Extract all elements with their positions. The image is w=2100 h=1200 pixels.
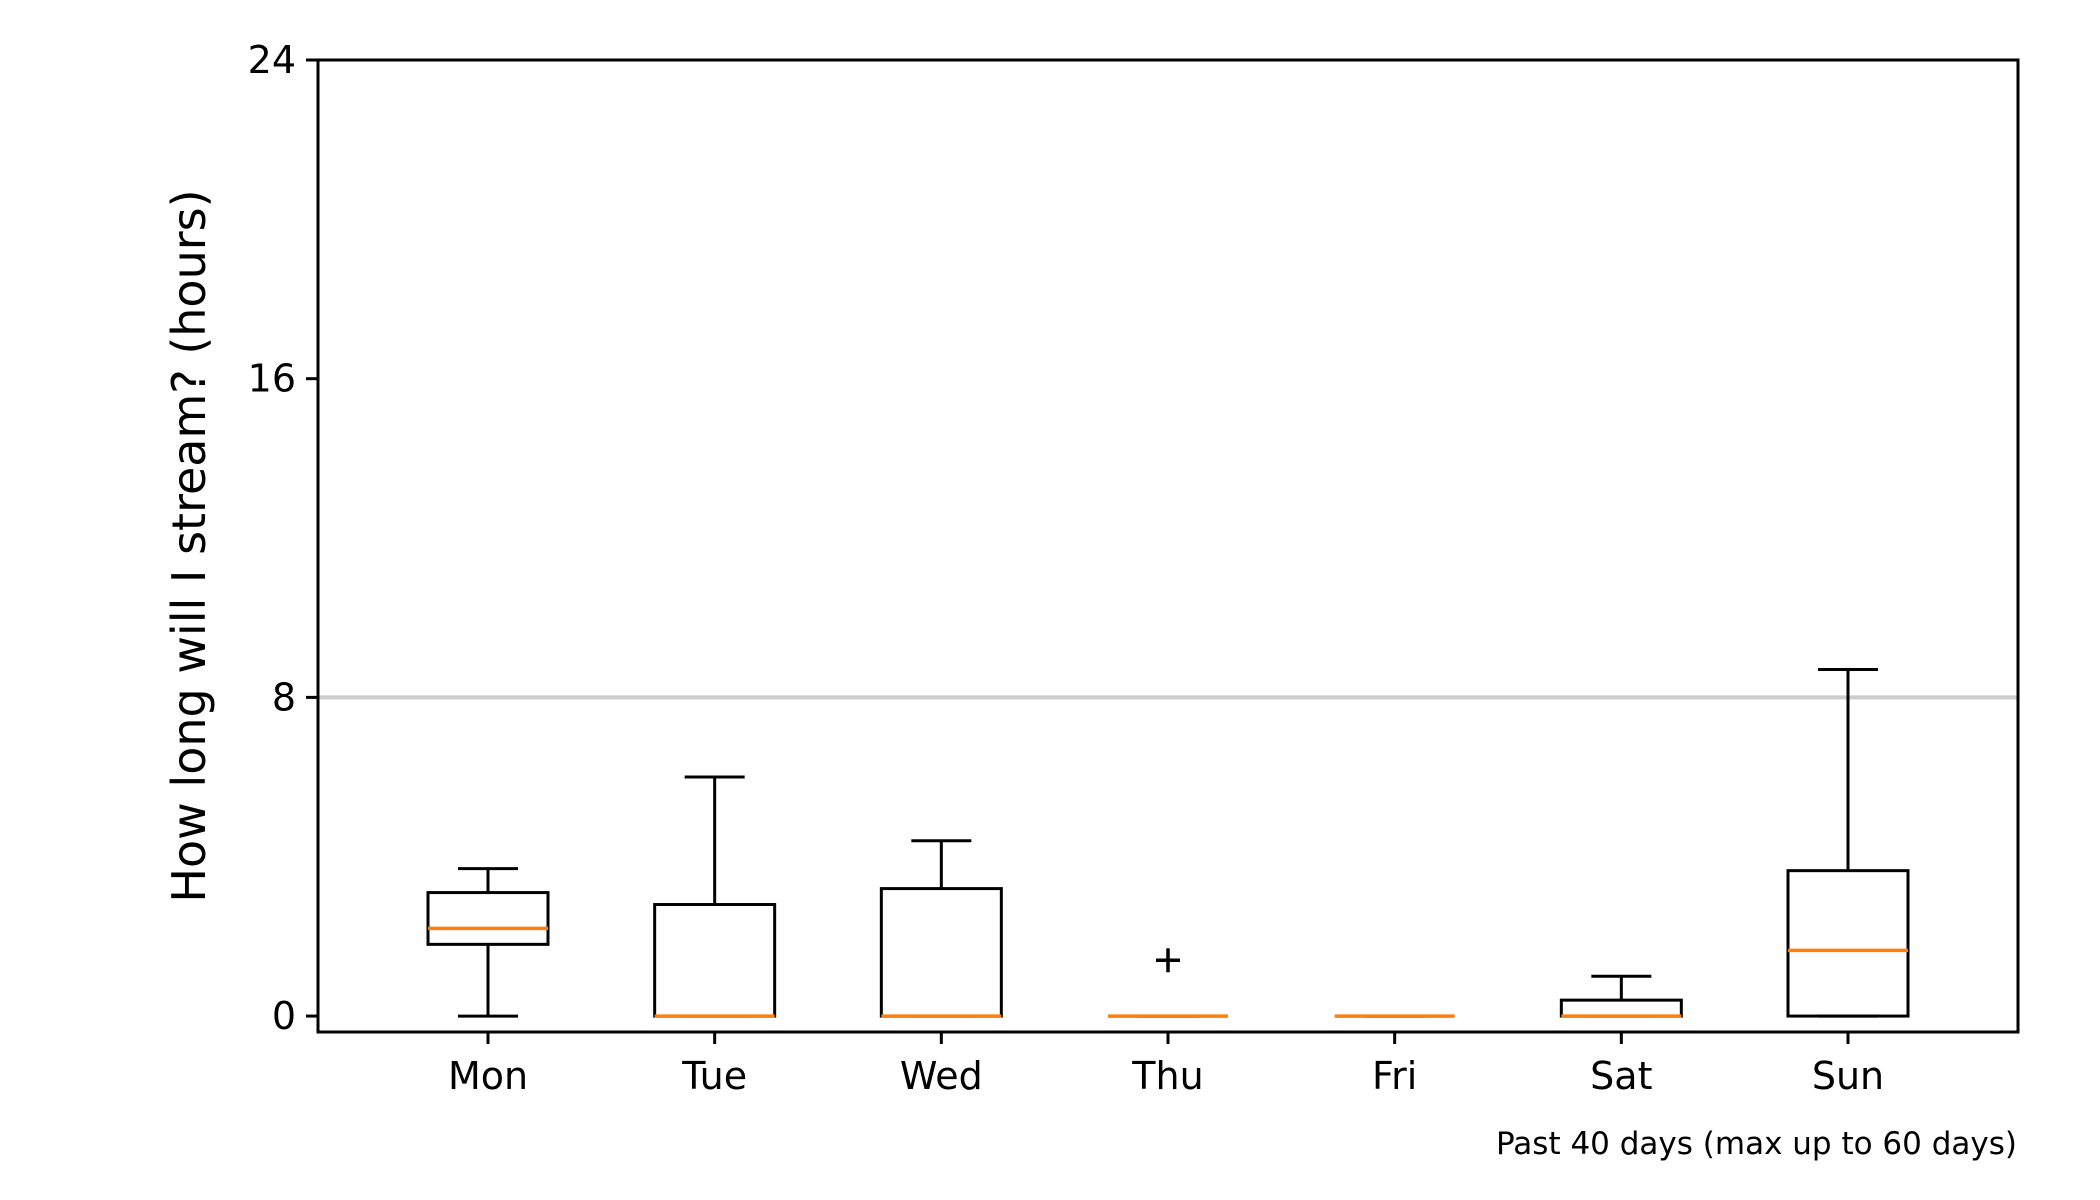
x-tick-label-mon: Mon <box>448 1054 528 1098</box>
boxes-layer <box>426 667 1910 1018</box>
x-tick-label-sat: Sat <box>1590 1054 1652 1098</box>
box-body-sat <box>1559 998 1683 1018</box>
plot-frame <box>316 58 2020 1034</box>
box-body-tue <box>653 903 777 1018</box>
box-body-wed <box>879 887 1003 1018</box>
box-mon <box>426 867 550 1018</box>
y-tick-label-24: 24 <box>248 38 296 82</box>
box-thu <box>1108 948 1228 1018</box>
x-tick-label-wed: Wed <box>900 1054 983 1098</box>
box-sat <box>1559 974 1683 1018</box>
box-body-sun <box>1786 869 1910 1018</box>
box-sun <box>1786 667 1910 1018</box>
y-tick-label-16: 16 <box>248 357 296 401</box>
y-axis-label: How long will I stream? (hours) <box>162 189 216 902</box>
x-tick-label-fri: Fri <box>1372 1054 1417 1098</box>
y-axis: 0 8 16 24 <box>248 38 318 1038</box>
outlier-thu-0 <box>1156 948 1180 973</box>
x-tick-label-tue: Tue <box>681 1054 747 1098</box>
y-tick-label-0: 0 <box>272 994 296 1038</box>
footnote: Past 40 days (max up to 60 days) <box>1496 1126 2017 1162</box>
box-body-mon <box>426 891 550 946</box>
box-wed <box>879 839 1003 1018</box>
box-tue <box>653 775 777 1018</box>
x-tick-label-sun: Sun <box>1812 1054 1884 1098</box>
y-tick-label-8: 8 <box>272 675 296 719</box>
x-tick-label-thu: Thu <box>1131 1054 1203 1098</box>
x-axis: Mon Tue Wed Thu Fri Sat Sun <box>448 1032 1884 1098</box>
